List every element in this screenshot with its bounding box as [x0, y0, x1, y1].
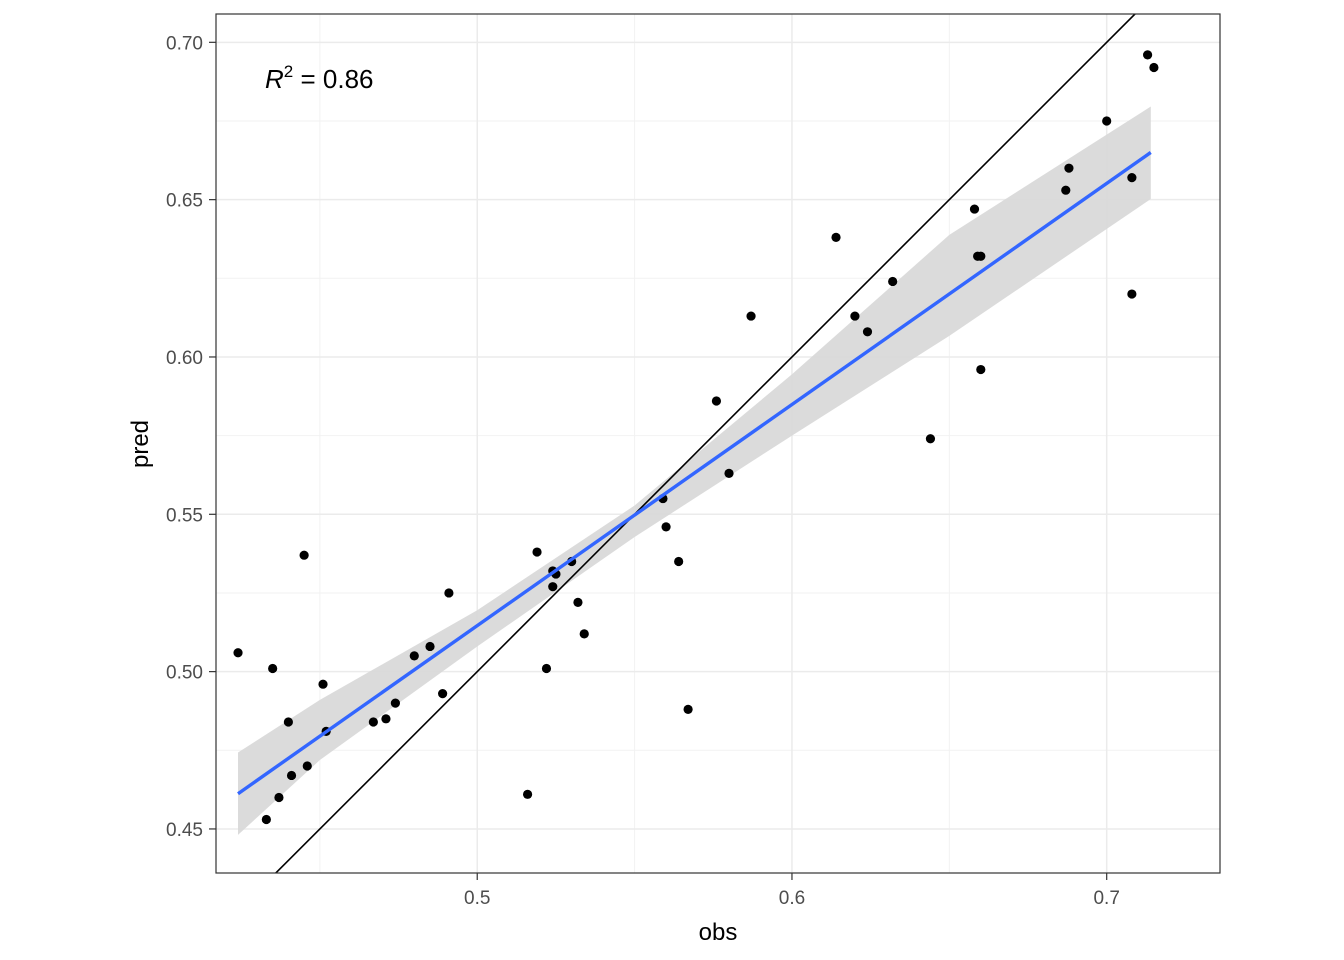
- data-point: [286, 770, 297, 781]
- data-point: [862, 327, 873, 337]
- x-tick-label: 0.5: [464, 888, 490, 909]
- data-point: [579, 629, 589, 639]
- r-symbol: R: [265, 64, 284, 94]
- data-point: [925, 434, 936, 444]
- data-point: [522, 789, 533, 799]
- data-point: [541, 663, 552, 674]
- x-axis-title: obs: [699, 919, 738, 946]
- data-point: [233, 648, 243, 658]
- data-point: [425, 641, 435, 652]
- y-tick-label: 0.45: [166, 820, 203, 841]
- data-point: [532, 547, 542, 557]
- data-point: [969, 204, 980, 214]
- data-point: [390, 698, 400, 708]
- r-squared-value: = 0.86: [293, 64, 373, 94]
- data-point: [724, 468, 734, 478]
- data-point: [548, 582, 558, 592]
- data-point: [444, 588, 454, 598]
- data-point: [283, 717, 293, 727]
- data-points: [233, 50, 1159, 825]
- data-point: [409, 651, 419, 661]
- data-point: [573, 597, 583, 607]
- data-point: [261, 814, 271, 825]
- data-point: [976, 251, 986, 261]
- data-point: [302, 761, 312, 771]
- regression-line: [237, 151, 1152, 796]
- data-point: [711, 396, 722, 406]
- confidence-band: [238, 106, 1151, 835]
- data-point: [1061, 185, 1071, 195]
- data-point: [746, 311, 756, 321]
- axis-ticks: [209, 41, 1108, 880]
- data-point: [1143, 50, 1153, 60]
- data-point: [299, 550, 309, 560]
- identity-line: [274, 14, 1137, 873]
- data-point: [976, 364, 986, 375]
- y-tick-label: 0.60: [166, 348, 203, 369]
- data-point: [831, 232, 841, 243]
- data-point: [381, 714, 391, 724]
- y-axis-title: pred: [127, 420, 154, 468]
- x-tick-labels: 0.5 0.6 0.7: [464, 888, 1120, 909]
- data-point: [268, 663, 278, 674]
- data-point: [274, 792, 284, 803]
- x-tick-label: 0.7: [1093, 888, 1119, 909]
- y-tick-label: 0.50: [166, 663, 203, 684]
- data-point: [1127, 289, 1137, 299]
- y-tick-label: 0.70: [166, 33, 203, 54]
- minor-gridlines: [216, 14, 1220, 873]
- panel-border: [215, 13, 1221, 874]
- data-point: [1102, 116, 1112, 126]
- r-squared-annotation: R2 = 0.86: [265, 62, 373, 94]
- data-point: [368, 717, 378, 727]
- data-point: [661, 522, 671, 532]
- y-tick-labels: 0.45 0.50 0.55 0.60 0.65 0.70: [166, 33, 203, 841]
- y-tick-label: 0.55: [166, 505, 203, 526]
- data-point: [1149, 62, 1159, 73]
- data-point: [674, 556, 684, 567]
- data-point: [850, 311, 860, 321]
- r-superscript: 2: [284, 62, 293, 81]
- data-point: [888, 276, 898, 287]
- data-point: [683, 704, 693, 714]
- plot-data-layer: [233, 14, 1159, 873]
- y-tick-label: 0.65: [166, 191, 203, 212]
- data-point: [1127, 173, 1137, 183]
- data-point: [318, 679, 328, 689]
- x-tick-label: 0.6: [779, 888, 805, 909]
- data-point: [438, 689, 448, 699]
- data-point: [1064, 163, 1074, 173]
